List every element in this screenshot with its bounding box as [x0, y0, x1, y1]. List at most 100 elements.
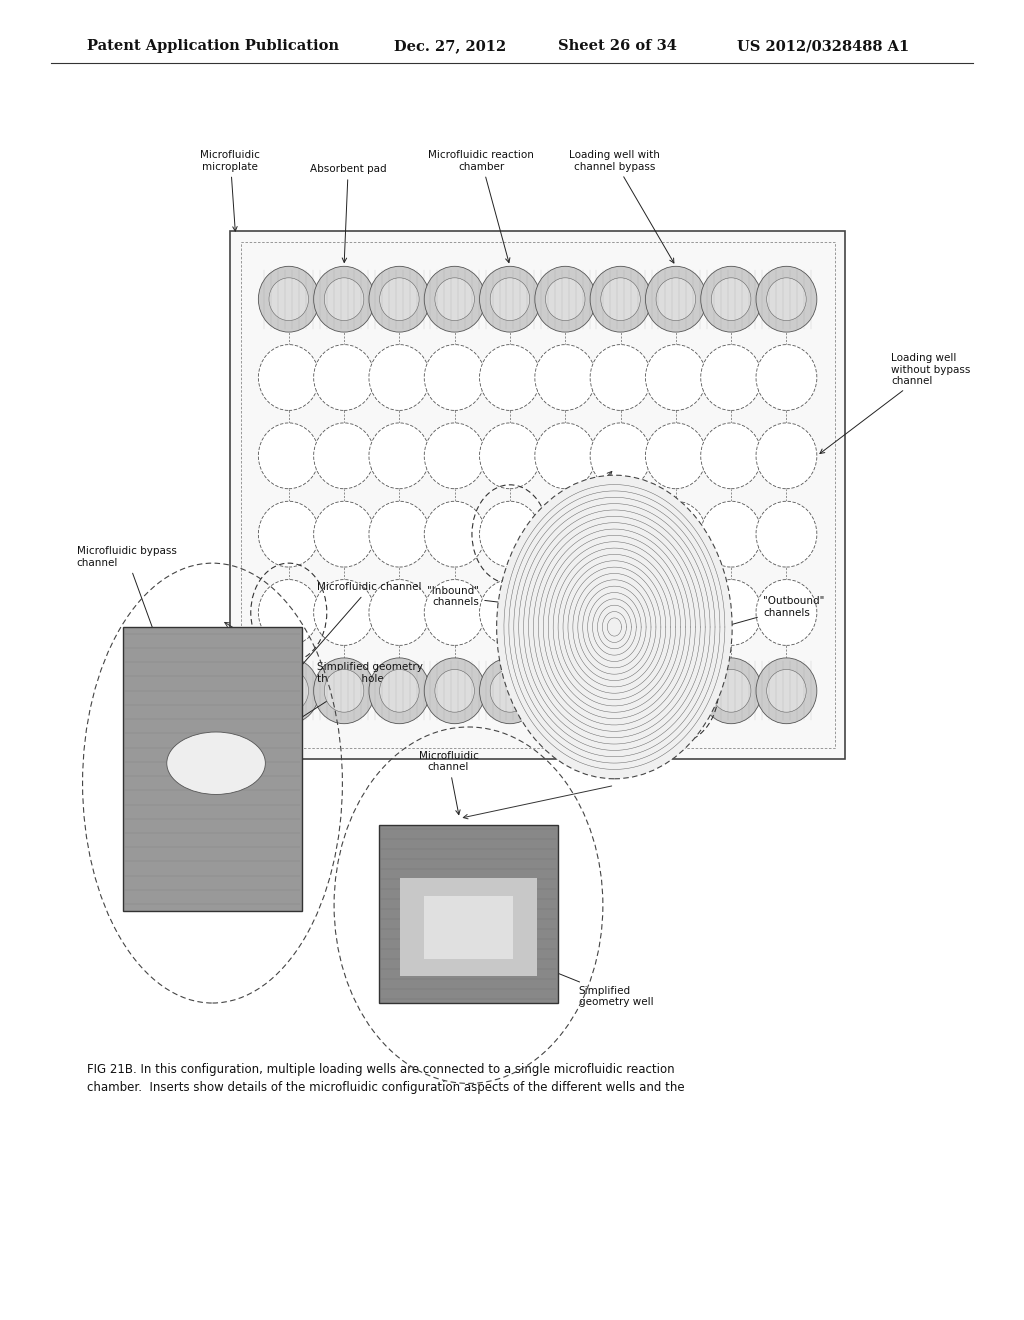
Ellipse shape [590, 502, 651, 568]
Ellipse shape [424, 579, 485, 645]
Ellipse shape [369, 422, 430, 488]
Ellipse shape [756, 502, 817, 568]
Ellipse shape [700, 345, 762, 411]
Text: Microfluidic
microplate: Microfluidic microplate [201, 150, 260, 231]
Ellipse shape [535, 267, 596, 333]
Ellipse shape [590, 345, 651, 411]
Ellipse shape [424, 345, 485, 411]
Ellipse shape [756, 267, 817, 333]
Ellipse shape [712, 669, 751, 713]
Bar [230, 231, 845, 759]
Ellipse shape [313, 579, 375, 645]
Ellipse shape [700, 657, 762, 723]
Ellipse shape [767, 277, 806, 321]
Ellipse shape [479, 502, 541, 568]
Ellipse shape [258, 579, 319, 645]
Ellipse shape [601, 669, 640, 713]
Ellipse shape [435, 277, 474, 321]
Text: Absorbent pad: Absorbent pad [310, 164, 386, 263]
Ellipse shape [435, 669, 474, 713]
Ellipse shape [767, 669, 806, 713]
Bar [123, 627, 302, 911]
Ellipse shape [656, 277, 695, 321]
Bar [241, 242, 835, 748]
Bar [379, 825, 558, 1003]
Ellipse shape [645, 657, 707, 723]
Text: US 2012/0328488 A1: US 2012/0328488 A1 [737, 40, 909, 53]
Ellipse shape [369, 657, 430, 723]
Text: Loading well
without bypass
channel: Loading well without bypass channel [820, 352, 971, 454]
Ellipse shape [369, 502, 430, 568]
Text: Microfluidic
channel: Microfluidic channel [419, 751, 478, 814]
Text: Patent Application Publication: Patent Application Publication [87, 40, 339, 53]
Ellipse shape [380, 277, 419, 321]
Ellipse shape [535, 657, 596, 723]
Ellipse shape [700, 422, 762, 488]
Text: Simplified
geometry well: Simplified geometry well [481, 942, 653, 1007]
Ellipse shape [590, 267, 651, 333]
Ellipse shape [424, 657, 485, 723]
Text: Simplified geometry
through hole: Simplified geometry through hole [224, 663, 423, 767]
Ellipse shape [712, 277, 751, 321]
Ellipse shape [479, 267, 541, 333]
Ellipse shape [258, 657, 319, 723]
Circle shape [497, 475, 732, 779]
Ellipse shape [369, 345, 430, 411]
Ellipse shape [645, 422, 707, 488]
Ellipse shape [313, 502, 375, 568]
Ellipse shape [479, 657, 541, 723]
Ellipse shape [325, 277, 364, 321]
Ellipse shape [535, 502, 596, 568]
Text: FIG 21B. In this configuration, multiple loading wells are connected to a single: FIG 21B. In this configuration, multiple… [87, 1063, 685, 1093]
Ellipse shape [313, 345, 375, 411]
Ellipse shape [590, 657, 651, 723]
Ellipse shape [325, 669, 364, 713]
Ellipse shape [380, 669, 419, 713]
Ellipse shape [645, 502, 707, 568]
Ellipse shape [590, 579, 651, 645]
Ellipse shape [756, 422, 817, 488]
Ellipse shape [601, 277, 640, 321]
Ellipse shape [645, 579, 707, 645]
Text: Microfluidic reaction
chamber: Microfluidic reaction chamber [428, 150, 535, 263]
Text: "Outbound"
channels: "Outbound" channels [726, 597, 824, 627]
Ellipse shape [313, 657, 375, 723]
Text: Dec. 27, 2012: Dec. 27, 2012 [394, 40, 507, 53]
Ellipse shape [424, 422, 485, 488]
Ellipse shape [546, 277, 585, 321]
Ellipse shape [258, 267, 319, 333]
Ellipse shape [535, 345, 596, 411]
Ellipse shape [756, 657, 817, 723]
Ellipse shape [490, 277, 529, 321]
Ellipse shape [258, 345, 319, 411]
Ellipse shape [535, 579, 596, 645]
Bar [424, 896, 513, 958]
Ellipse shape [490, 669, 529, 713]
Ellipse shape [535, 422, 596, 488]
Ellipse shape [424, 267, 485, 333]
Ellipse shape [479, 345, 541, 411]
Ellipse shape [700, 502, 762, 568]
Ellipse shape [167, 733, 265, 795]
Text: Sheet 26 of 34: Sheet 26 of 34 [558, 40, 677, 53]
Ellipse shape [756, 579, 817, 645]
Text: Microfluidic bypass
channel: Microfluidic bypass channel [77, 546, 177, 667]
Ellipse shape [424, 502, 485, 568]
Ellipse shape [258, 422, 319, 488]
Ellipse shape [546, 669, 585, 713]
Text: Microfluidic channel: Microfluidic channel [251, 582, 422, 723]
Ellipse shape [479, 422, 541, 488]
Ellipse shape [645, 345, 707, 411]
Ellipse shape [479, 579, 541, 645]
Ellipse shape [369, 579, 430, 645]
Ellipse shape [756, 345, 817, 411]
Ellipse shape [269, 277, 308, 321]
Ellipse shape [656, 669, 695, 713]
Ellipse shape [313, 422, 375, 488]
Ellipse shape [258, 502, 319, 568]
Ellipse shape [313, 267, 375, 333]
Ellipse shape [645, 267, 707, 333]
Text: "Inbound"
channels: "Inbound" channels [427, 586, 575, 612]
Ellipse shape [700, 579, 762, 645]
Text: Loading well with
channel bypass: Loading well with channel bypass [569, 150, 674, 263]
